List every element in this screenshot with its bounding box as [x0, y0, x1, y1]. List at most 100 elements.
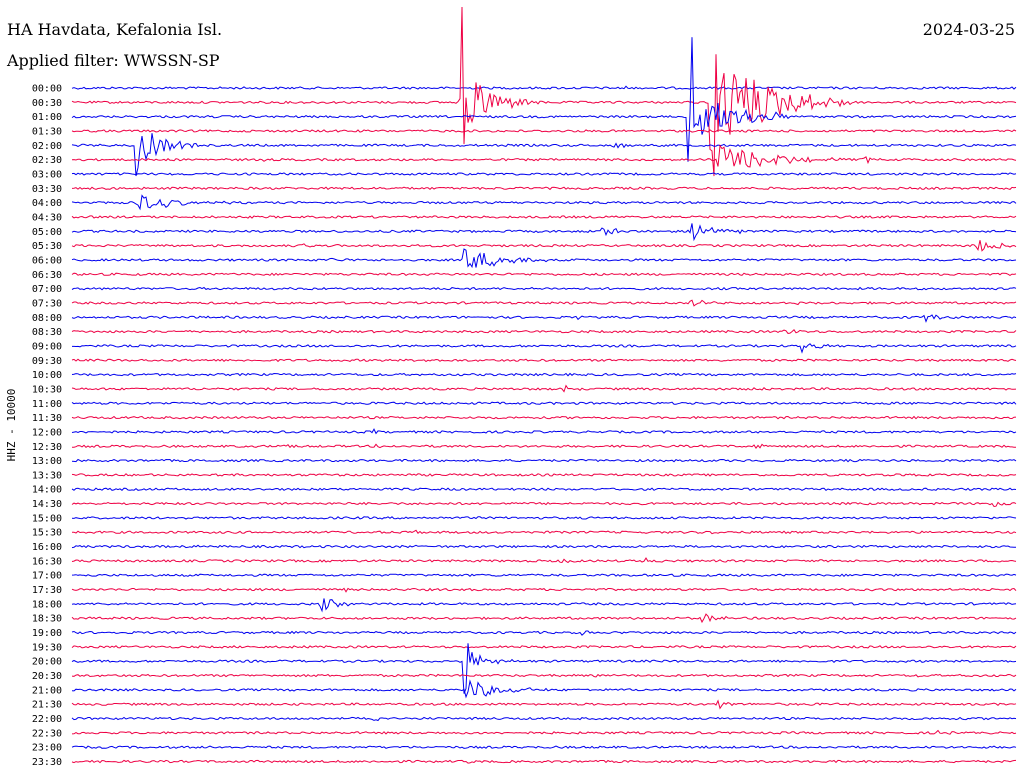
time-label: 10:30 [32, 384, 62, 395]
trace-line [71, 401, 1017, 406]
trace-line [71, 186, 1017, 191]
time-label: 22:00 [32, 714, 62, 725]
time-label: 07:00 [32, 284, 62, 295]
trace-line [71, 428, 1017, 435]
trace-line [71, 745, 1017, 749]
trace-line [71, 699, 1017, 710]
time-label: 12:30 [32, 442, 62, 453]
time-label: 02:30 [32, 155, 62, 166]
trace-line [71, 529, 1017, 535]
time-label: 01:00 [32, 112, 62, 123]
time-label: 15:00 [32, 513, 62, 524]
trace-line [71, 557, 1017, 564]
trace-line [71, 487, 1017, 491]
time-label: 20:00 [32, 657, 62, 668]
trace-line [71, 272, 1017, 277]
time-label: 07:30 [32, 298, 62, 309]
trace-line [71, 6, 1017, 177]
time-label: 06:00 [32, 255, 62, 266]
time-label: 05:00 [32, 227, 62, 238]
time-label: 21:30 [32, 700, 62, 711]
time-label: 04:00 [32, 198, 62, 209]
trace-line [71, 729, 1017, 735]
trace-line [71, 299, 1017, 307]
trace-line [71, 133, 1017, 177]
trace-line [71, 240, 1017, 252]
trace-line [72, 343, 1017, 354]
trace-line [71, 215, 1017, 219]
time-label: 06:30 [32, 270, 62, 281]
time-label: 17:00 [32, 571, 62, 582]
time-label: 23:00 [32, 743, 62, 754]
time-label: 23:30 [32, 757, 62, 768]
time-label: 11:30 [32, 413, 62, 424]
trace-line [71, 630, 1017, 636]
time-label: 12:00 [32, 427, 62, 438]
trace-line [71, 144, 1017, 168]
time-label: 21:00 [32, 685, 62, 696]
trace-line [71, 248, 1017, 269]
time-label: 16:30 [32, 556, 62, 567]
time-label: 15:30 [32, 528, 62, 539]
time-label: 03:30 [32, 184, 62, 195]
trace-line [71, 314, 1017, 323]
trace-line [71, 598, 1017, 613]
time-label: 19:00 [32, 628, 62, 639]
trace-line [71, 372, 1017, 377]
date-label: 2024-03-25 [922, 20, 1015, 39]
time-label: 01:30 [32, 126, 62, 137]
time-label: 08:00 [32, 313, 62, 324]
trace-line [71, 329, 1017, 334]
time-label: 09:30 [32, 356, 62, 367]
time-label: 00:30 [32, 98, 62, 109]
trace-line [71, 679, 1017, 699]
trace-line [71, 716, 1017, 722]
time-label: 18:00 [32, 599, 62, 610]
trace-line [71, 443, 1016, 449]
trace-line [71, 673, 1017, 678]
time-label: 20:30 [32, 671, 62, 682]
trace-line [71, 516, 1017, 520]
trace-line [71, 85, 1017, 90]
time-label: 14:30 [32, 499, 62, 510]
time-label: 11:00 [32, 399, 62, 410]
time-label: 22:30 [32, 728, 62, 739]
trace-line [71, 544, 1016, 549]
time-label-group: 00:00 00:30 01:00 01:30 02:00 02:30 03:00 03:30… [32, 84, 62, 769]
trace-line [71, 194, 1017, 211]
trace-line [71, 573, 1017, 578]
time-label: 19:30 [32, 642, 62, 653]
time-label: 03:00 [32, 169, 62, 180]
trace-line [71, 172, 1017, 176]
trace-line [71, 286, 1017, 291]
trace-line [71, 587, 1017, 593]
time-label: 13:30 [32, 470, 62, 481]
time-label: 14:00 [32, 485, 62, 496]
trace-line [71, 613, 1017, 624]
station-title: HA Havdata, Kefalonia Isl. [7, 20, 223, 39]
time-label: 18:30 [32, 614, 62, 625]
trace-line [71, 358, 1017, 363]
time-label: 08:30 [32, 327, 62, 338]
trace-line [71, 129, 1017, 133]
trace-group [71, 6, 1017, 764]
trace-line [71, 384, 1017, 393]
time-label: 09:00 [32, 341, 62, 352]
time-label: 10:00 [32, 370, 62, 381]
time-label: 16:00 [32, 542, 62, 553]
y-axis-label: HHZ - 10000 [5, 389, 18, 462]
trace-line [71, 223, 1017, 242]
trace-line [71, 501, 1017, 508]
trace-line [71, 458, 1017, 463]
trace-line [71, 645, 1017, 649]
trace-line [71, 643, 1017, 694]
time-label: 04:30 [32, 212, 62, 223]
time-label: 05:30 [32, 241, 62, 252]
time-label: 13:00 [32, 456, 62, 467]
filter-label: Applied filter: WWSSN-SP [7, 51, 220, 70]
trace-line [71, 759, 1017, 764]
trace-line [71, 473, 1017, 477]
time-label: 00:00 [32, 84, 62, 95]
time-label: 02:00 [32, 141, 62, 152]
